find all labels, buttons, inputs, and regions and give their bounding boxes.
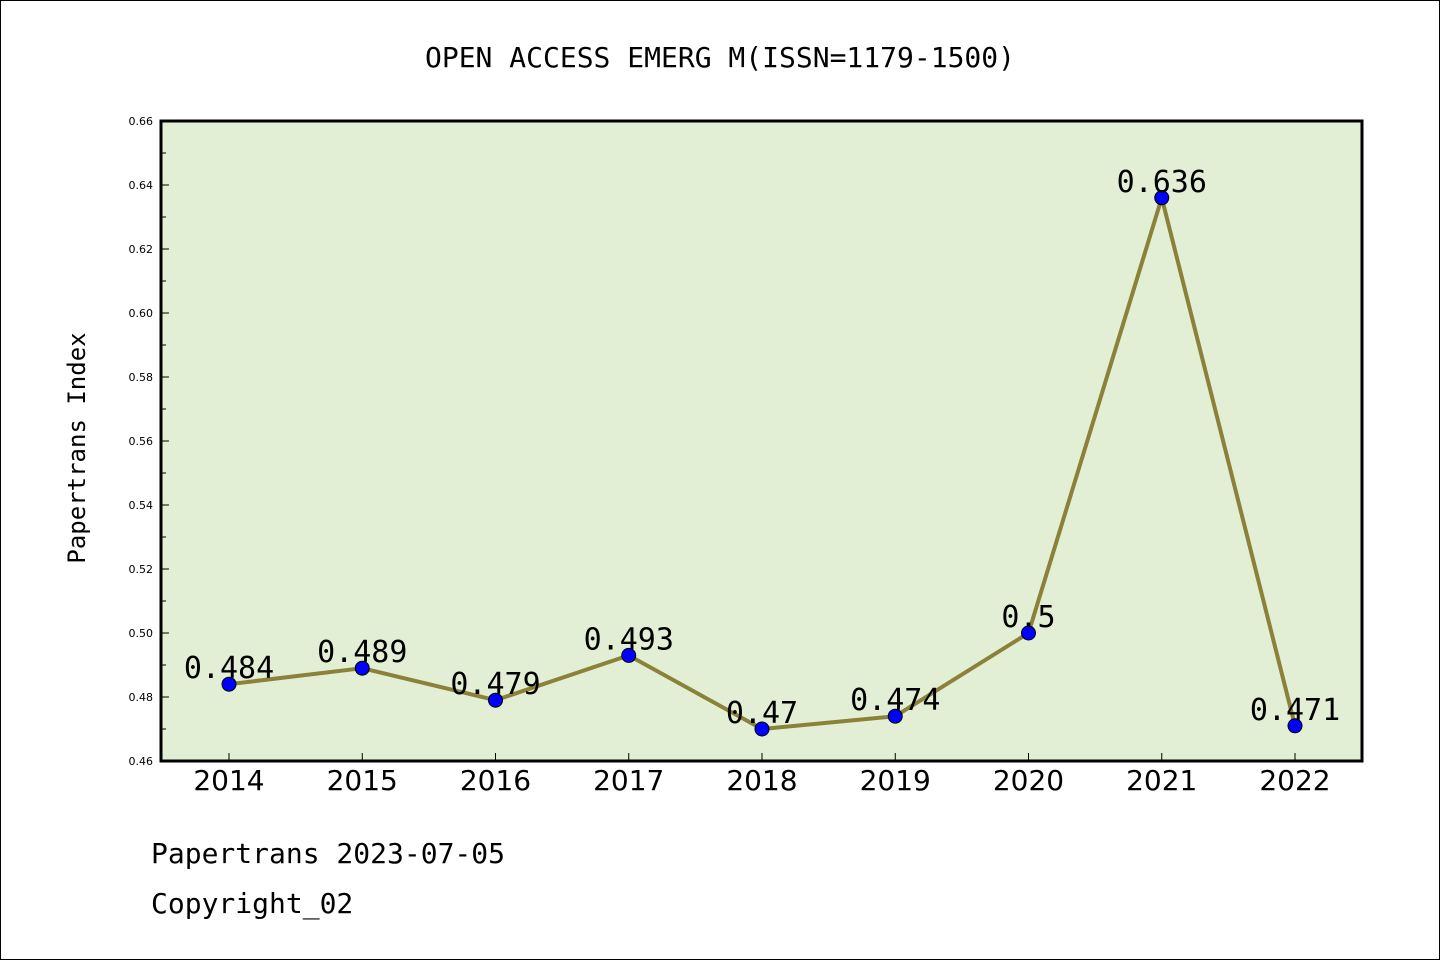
plot-area bbox=[159, 119, 1364, 763]
chart-title: OPEN ACCESS EMERG M(ISSN=1179-1500) bbox=[425, 41, 1015, 74]
data-label: 0.5 bbox=[1001, 600, 1055, 635]
y-axis-label: Papertrans Index bbox=[63, 332, 91, 563]
x-tick-label: 2021 bbox=[1126, 764, 1197, 797]
data-point bbox=[754, 721, 770, 737]
x-tick-label: 2018 bbox=[726, 764, 797, 797]
y-tick-label: 0.60 bbox=[129, 307, 154, 320]
data-label-layer: 0.484 0.489 0.479 0.493 0.47 0.474 0.5 0.636 0.4… bbox=[184, 165, 1340, 731]
data-point bbox=[1021, 625, 1036, 641]
data-label: 0.489 bbox=[317, 635, 407, 670]
data-label: 0.484 bbox=[184, 651, 274, 686]
data-point bbox=[1287, 718, 1303, 734]
y-tick-label: 0.66 bbox=[129, 115, 154, 128]
data-point bbox=[488, 692, 503, 708]
data-point bbox=[1154, 190, 1170, 206]
data-point bbox=[221, 676, 237, 692]
data-label: 0.47 bbox=[726, 696, 798, 731]
y-tick-label: 0.56 bbox=[129, 435, 154, 448]
x-tick-label: 2020 bbox=[993, 764, 1064, 797]
data-label: 0.636 bbox=[1117, 165, 1207, 200]
x-tick-label: 2015 bbox=[327, 764, 398, 797]
x-tick-label: 2022 bbox=[1259, 764, 1330, 797]
marker-layer bbox=[221, 190, 1303, 737]
y-tick-label: 0.48 bbox=[129, 691, 154, 704]
x-tick-label: 2016 bbox=[460, 764, 531, 797]
data-point bbox=[354, 660, 370, 676]
data-label: 0.474 bbox=[850, 683, 940, 718]
footer-copyright: Copyright_02 bbox=[151, 887, 354, 920]
data-point bbox=[621, 647, 637, 663]
x-tick-label: 2014 bbox=[193, 764, 264, 797]
footer-date: Papertrans 2023-07-05 bbox=[151, 837, 506, 870]
y-tick-label: 0.46 bbox=[129, 755, 154, 768]
data-label: 0.479 bbox=[450, 667, 540, 702]
y-tick-label: 0.64 bbox=[129, 179, 154, 192]
data-label: 0.471 bbox=[1250, 693, 1340, 728]
data-label: 0.493 bbox=[584, 622, 674, 657]
y-tick-label: 0.50 bbox=[129, 627, 154, 640]
y-tick-label: 0.52 bbox=[129, 563, 154, 576]
x-tick-label: 2019 bbox=[860, 764, 931, 797]
x-axis: 2014 2015 2016 2017 2018 2019 2020 2021 2022 bbox=[193, 753, 1331, 797]
y-axis: 0.46 0.48 0.50 0.52 0.54 0.56 0.58 0.60 0.62 0.64… bbox=[129, 115, 169, 768]
y-tick-label: 0.58 bbox=[129, 371, 154, 384]
x-tick-label: 2017 bbox=[593, 764, 664, 797]
y-tick-label: 0.54 bbox=[129, 499, 154, 512]
y-tick-label: 0.62 bbox=[129, 243, 154, 256]
data-point bbox=[887, 708, 903, 724]
